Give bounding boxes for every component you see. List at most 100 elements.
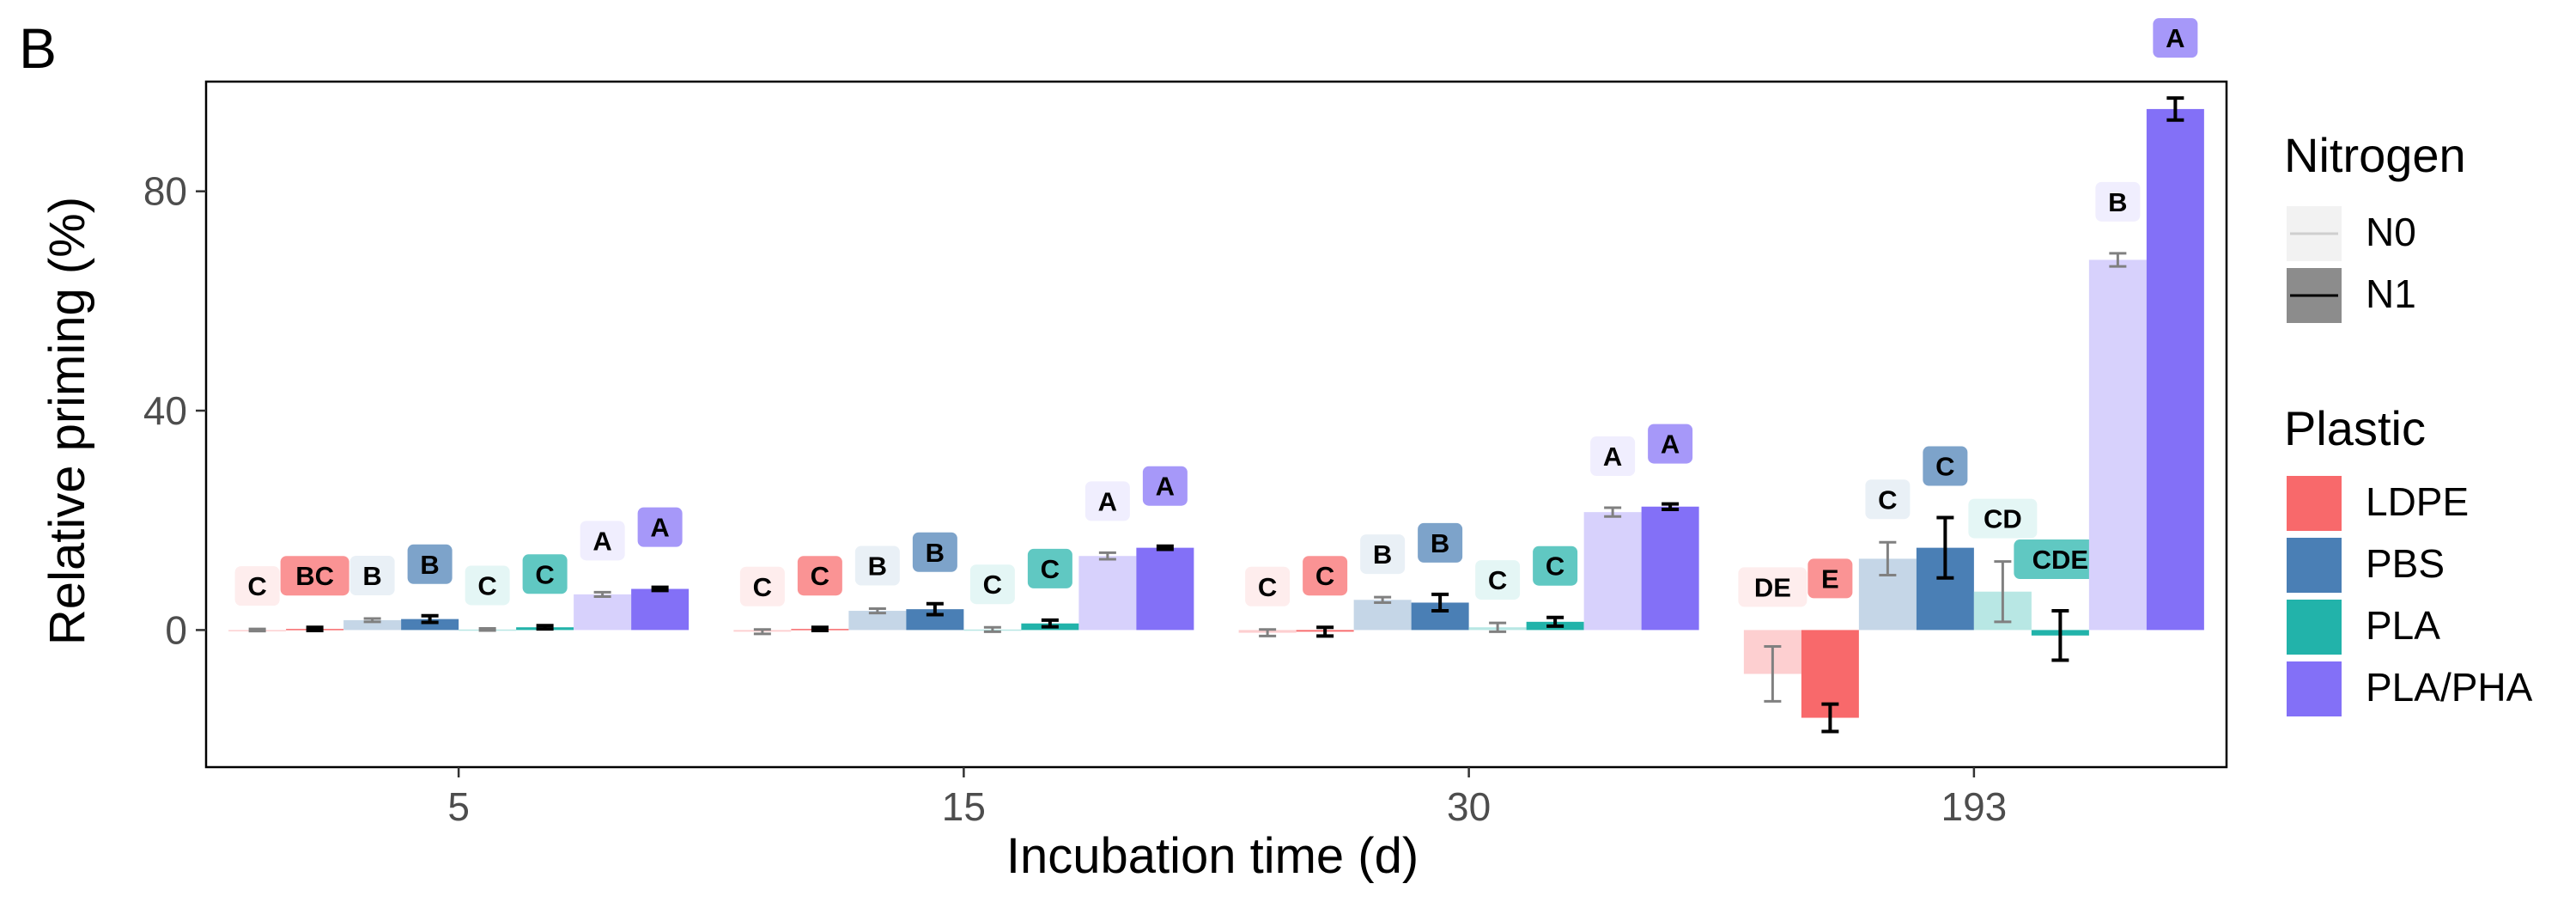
- axes: Relative priming (%) Incubation time (d)…: [39, 80, 2228, 884]
- bar-pla-pha-n1-5: [631, 588, 690, 631]
- letter-label-box: [854, 545, 900, 586]
- letter-label: C: [247, 571, 266, 601]
- letter-label-box: [797, 556, 842, 596]
- legend-entry-pbs: PBS: [2366, 541, 2445, 586]
- letter-label: B: [868, 552, 887, 582]
- bar-pbs-n1-5: [401, 619, 459, 631]
- legend-title-nitrogen: Nitrogen: [2284, 128, 2466, 182]
- bar-pla-pha-n0-193: [2088, 259, 2147, 631]
- x-tick-label: 5: [447, 784, 470, 829]
- letter-label: A: [650, 513, 669, 543]
- y-tick-label: 0: [165, 607, 187, 652]
- letter-label-box: [1968, 498, 2038, 539]
- letter-label: C: [753, 572, 772, 602]
- letter-label: C: [1935, 452, 1954, 482]
- bar-pla-pha-n1-15: [1136, 547, 1194, 631]
- letter-label-box: [1475, 560, 1521, 600]
- letter-label-box: [739, 566, 785, 606]
- letter-label: C: [983, 570, 1002, 600]
- letter-label: C: [1258, 572, 1277, 602]
- letter-label: BC: [295, 561, 334, 591]
- bar-pla-pha-n1-193: [2146, 108, 2204, 631]
- bar-pla-pha-n1-30: [1641, 506, 1699, 631]
- letter-label: A: [1661, 430, 1680, 460]
- letter-label-box: [1807, 558, 1853, 599]
- letter-label-box: [1418, 522, 1463, 563]
- letter-label: C: [477, 570, 496, 600]
- letter-label: C: [811, 561, 829, 591]
- letter-label: C: [535, 559, 554, 589]
- letter-label-box: [912, 532, 957, 572]
- letter-label: CD: [1984, 504, 2022, 534]
- letter-label-box: [1303, 556, 1348, 596]
- legend-entry-n0: N0: [2366, 210, 2416, 254]
- bar-pbs-n0-5: [343, 619, 402, 631]
- x-tick-label: 15: [942, 784, 986, 829]
- letter-label-box: [2095, 181, 2141, 222]
- letter-label-box: [637, 507, 683, 547]
- legend-swatch-pla-pha: [2287, 661, 2342, 716]
- letter-label: B: [1431, 528, 1449, 558]
- legend-entry-n1: N1: [2366, 271, 2416, 316]
- letter-label: C: [1488, 565, 1507, 595]
- y-tick-label: 40: [143, 388, 187, 433]
- letter-label: CDE: [2032, 545, 2088, 575]
- letter-label-box: [2153, 18, 2198, 58]
- letter-label: B: [2108, 187, 2127, 217]
- bar-pbs-n0-30: [1353, 600, 1412, 631]
- x-tick-label: 193: [1941, 784, 2008, 829]
- y-tick-label: 80: [143, 169, 187, 214]
- letter-label: C: [1878, 485, 1897, 515]
- letter-label-box: [1865, 479, 1911, 520]
- letter-label-box: [1360, 534, 1406, 575]
- letter-label-box: [1738, 567, 1807, 607]
- letter-label-box: [1648, 424, 1693, 464]
- letter-label-box: [1142, 466, 1188, 506]
- legend-entry-pla-pha: PLA/PHA: [2366, 665, 2533, 710]
- letter-label: B: [362, 561, 381, 591]
- letter-label: A: [592, 526, 611, 556]
- plot-border: [204, 80, 2228, 769]
- legend: Nitrogen Plastic N0 N1 LDPE PBS PLA PLA/PHA: [2284, 128, 2533, 716]
- letter-label-box: [2014, 539, 2107, 580]
- legend-title-plastic: Plastic: [2284, 401, 2426, 455]
- letter-label-box: [1590, 436, 1636, 477]
- letter-label: A: [1098, 486, 1117, 516]
- legend-swatch-pla: [2287, 600, 2342, 655]
- bar-pla-pha-n0-15: [1078, 556, 1137, 631]
- letter-label: A: [2166, 23, 2184, 53]
- panel-label: B: [19, 16, 58, 80]
- letter-label-box: [349, 555, 395, 595]
- x-tick-label: 30: [1447, 784, 1491, 829]
- letter-label: DE: [1754, 572, 1791, 602]
- letter-label-box: [234, 566, 280, 606]
- letter-label: B: [926, 538, 945, 568]
- letter-label-box: [280, 556, 349, 596]
- letter-label-box: [1533, 545, 1578, 586]
- legend-swatch-ldpe: [2287, 476, 2342, 531]
- letter-label: A: [1603, 442, 1622, 472]
- letter-label-box: [407, 544, 453, 584]
- letter-label: A: [1156, 472, 1175, 502]
- bar-pla-pha-n0-30: [1583, 512, 1642, 631]
- letter-label: C: [1315, 561, 1334, 591]
- letter-label-box: [580, 521, 625, 561]
- letter-label: E: [1821, 564, 1839, 594]
- letter-label-box: [1084, 481, 1130, 521]
- letter-label: C: [1041, 554, 1060, 584]
- letter-label-box: [1027, 548, 1072, 588]
- letter-label-box: [969, 564, 1015, 605]
- letter-label-box: [1245, 566, 1291, 606]
- y-axis-label: Relative priming (%): [39, 197, 95, 645]
- letter-label: C: [1546, 552, 1564, 582]
- legend-entry-ldpe: LDPE: [2366, 479, 2469, 524]
- bar-pla-pha-n0-5: [574, 594, 632, 631]
- letter-label: B: [420, 550, 439, 580]
- bar-pbs-n0-15: [848, 611, 907, 631]
- x-axis-label: Incubation time (d): [1006, 828, 1419, 884]
- letter-label-box: [1923, 446, 1968, 486]
- letter-label-box: [465, 565, 510, 606]
- legend-entry-pla: PLA: [2366, 603, 2440, 648]
